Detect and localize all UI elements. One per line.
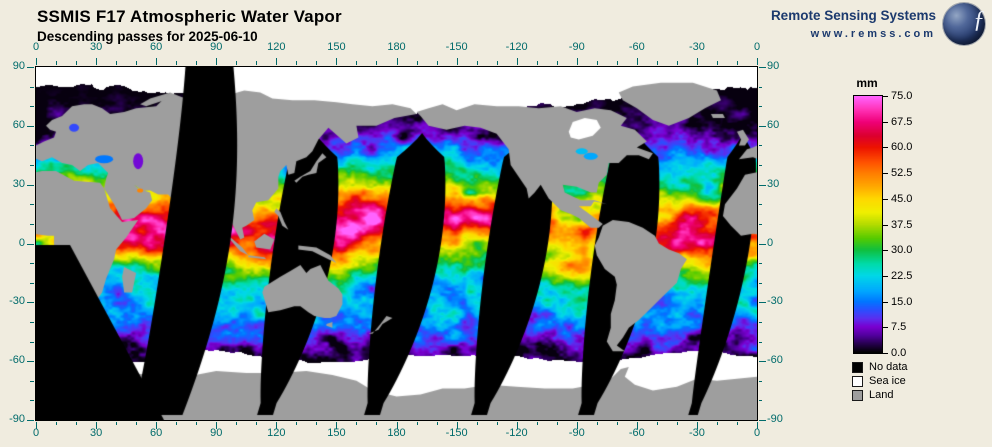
brand-url-link[interactable]: www.remss.com bbox=[810, 28, 936, 40]
legend-swatch bbox=[852, 375, 863, 387]
lon-tick-label: -150 bbox=[445, 427, 468, 439]
lon-tick-label: -120 bbox=[505, 41, 528, 53]
colorbar-tick-label: 60.0 bbox=[891, 141, 913, 154]
lon-tick-label: -30 bbox=[688, 427, 705, 439]
lat-tick-label: 0 bbox=[767, 236, 774, 249]
lon-tick-label: 150 bbox=[327, 427, 346, 439]
legend-label: No data bbox=[869, 361, 908, 373]
lat-tick-label: -30 bbox=[9, 295, 25, 308]
colorbar-tick-label: 37.5 bbox=[891, 218, 913, 231]
lon-tick-label: 30 bbox=[89, 427, 103, 439]
lon-tick-label: 0 bbox=[753, 41, 761, 53]
lat-tick-label: 90 bbox=[12, 60, 25, 72]
colorbar-tick-label: 22.5 bbox=[891, 269, 913, 282]
colorbar bbox=[853, 95, 883, 354]
lat-tick-label: -30 bbox=[767, 295, 783, 308]
lat-tick-label: -60 bbox=[767, 354, 783, 367]
lon-tick-label: 0 bbox=[32, 41, 40, 53]
colorbar-tick-label: 7.5 bbox=[891, 321, 907, 334]
logo-f-glyph: ƒ bbox=[973, 7, 985, 33]
colorbar-unit: mm bbox=[856, 76, 878, 90]
lat-tick-label: 60 bbox=[767, 118, 780, 131]
latitude-axis-right: 90 60 30 0 -30 -60 -90 bbox=[758, 60, 798, 425]
colorbar-tick-label: 52.5 bbox=[891, 167, 913, 180]
longitude-axis-bottom: 0 30 60 90 120 150 180 -150 -120 -90 -60 -30 0 bbox=[32, 427, 761, 440]
legend-item-no-data: No data bbox=[852, 360, 908, 374]
latitude-axis-left: 90 60 30 0 -30 -60 -90 bbox=[0, 60, 34, 425]
lon-tick-label: 180 bbox=[387, 41, 406, 53]
map-frame bbox=[35, 66, 758, 421]
lon-tick-label: 90 bbox=[210, 41, 223, 53]
lat-tick-label: -90 bbox=[9, 413, 25, 425]
map-legend: No data Sea ice Land bbox=[852, 360, 908, 402]
colorbar-tick-label: 67.5 bbox=[891, 115, 913, 128]
longitude-axis-top: 0 30 60 90 120 150 180 -150 -120 -90 -60 -30 0 bbox=[32, 41, 761, 54]
colorbar-tick-label: 0.0 bbox=[891, 347, 907, 359]
legend-item-sea-ice: Sea ice bbox=[852, 374, 908, 388]
lon-tick-label: -30 bbox=[688, 41, 705, 53]
lat-tick-label: -90 bbox=[767, 413, 783, 425]
colorbar-labels: 75.0 67.5 60.0 52.5 45.0 37.5 30.0 22.5 15.0 7.5 0… bbox=[891, 90, 931, 359]
lon-tick-label: -60 bbox=[628, 41, 645, 53]
lon-tick-label: 30 bbox=[89, 41, 103, 53]
lon-tick-label: -90 bbox=[568, 41, 585, 53]
lon-tick-label: 60 bbox=[150, 41, 163, 53]
remss-globe-logo-icon bbox=[943, 3, 985, 45]
colorbar-tick-label: 45.0 bbox=[891, 192, 913, 205]
lon-tick-label: 120 bbox=[267, 41, 286, 53]
lat-tick-label: 30 bbox=[767, 177, 780, 190]
lon-tick-label: 90 bbox=[210, 427, 223, 439]
colorbar-tick-label: 75.0 bbox=[891, 90, 913, 102]
lat-tick-label: -60 bbox=[9, 354, 25, 367]
lon-tick-label: 0 bbox=[753, 427, 761, 439]
lon-tick-label: 120 bbox=[267, 427, 286, 439]
lon-tick-label: 60 bbox=[150, 427, 163, 439]
world-map-water-vapor bbox=[36, 67, 757, 420]
legend-item-land: Land bbox=[852, 388, 908, 402]
legend-label: Sea ice bbox=[869, 375, 906, 387]
lon-tick-label: -150 bbox=[445, 41, 468, 53]
lat-tick-label: 60 bbox=[12, 118, 25, 131]
lon-tick-label: -60 bbox=[628, 427, 645, 439]
legend-swatch bbox=[852, 361, 863, 373]
lon-tick-label: -90 bbox=[568, 427, 585, 439]
lon-tick-label: -120 bbox=[505, 427, 528, 439]
lon-tick-label: 0 bbox=[32, 427, 40, 439]
colorbar-tick-label: 15.0 bbox=[891, 295, 913, 308]
page-title: SSMIS F17 Atmospheric Water Vapor bbox=[37, 7, 342, 26]
legend-label: Land bbox=[869, 389, 894, 401]
colorbar-tick-label: 30.0 bbox=[891, 244, 913, 257]
lat-tick-label: 90 bbox=[767, 60, 780, 72]
lon-tick-label: 150 bbox=[327, 41, 346, 53]
legend-swatch bbox=[852, 389, 863, 401]
brand-block: Remote Sensing Systems www.remss.com bbox=[771, 8, 936, 40]
lat-tick-label: 0 bbox=[18, 236, 25, 249]
lat-tick-label: 30 bbox=[12, 177, 25, 190]
page-subtitle: Descending passes for 2025-06-10 bbox=[37, 29, 258, 44]
brand-name: Remote Sensing Systems bbox=[770, 8, 936, 23]
lon-tick-label: 180 bbox=[387, 427, 406, 439]
